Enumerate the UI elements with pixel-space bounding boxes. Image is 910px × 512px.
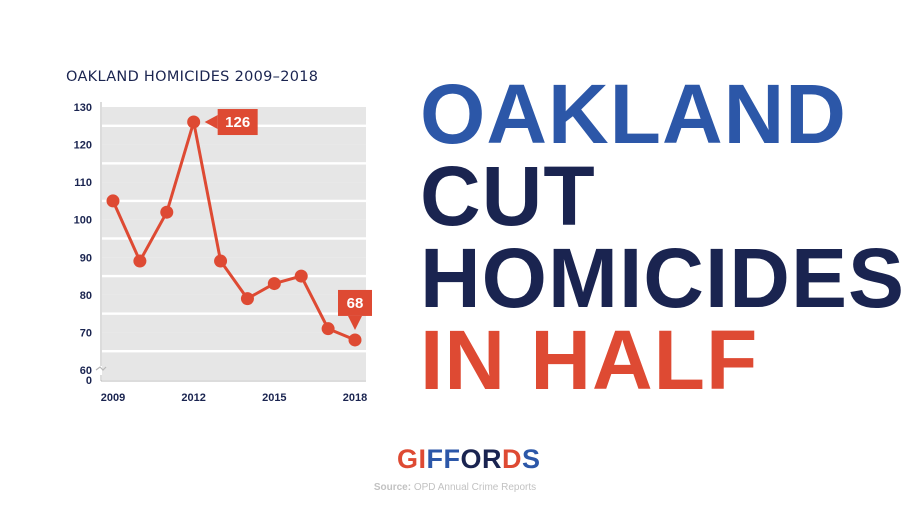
grid-stripe — [102, 274, 366, 278]
y-tick-label: 110 — [74, 177, 92, 189]
grid-bands — [102, 107, 366, 380]
grid-band-break — [102, 370, 366, 380]
callout-pointer — [204, 115, 218, 130]
source-text: OPD Annual Crime Reports — [411, 482, 537, 493]
data-point — [240, 292, 254, 306]
source-note: Source: OPD Annual Crime Reports — [0, 482, 910, 493]
x-tick-label: 2009 — [101, 392, 125, 404]
chart-title: OAKLAND HOMICIDES 2009–2018 — [66, 69, 319, 85]
callout-box — [217, 109, 258, 136]
x-tick-label: 2012 — [181, 392, 205, 404]
data-point — [321, 322, 335, 336]
headline-line-4: IN HALF — [420, 313, 759, 407]
y-tick-label: 120 — [74, 140, 92, 152]
y-tick-label: 70 — [80, 327, 92, 339]
grid-stripe — [102, 350, 366, 353]
logo-letter: D — [502, 444, 523, 474]
grid-stripe — [102, 199, 366, 203]
axis-break-mark — [95, 366, 107, 371]
logo-letter: F — [443, 444, 461, 474]
series-line — [111, 120, 356, 342]
y-tick-label: 90 — [80, 252, 92, 264]
data-point — [187, 115, 201, 129]
y-tick-label: 100 — [74, 215, 92, 227]
logo-letter: I — [418, 444, 427, 474]
data-point — [214, 254, 228, 268]
logo-letter: O — [460, 444, 483, 474]
series-line-group — [111, 120, 356, 342]
logo-letter: S — [522, 444, 541, 474]
y-tick-label-zero: 0 — [86, 375, 92, 387]
logo-letter: G — [397, 444, 419, 474]
callout-box — [338, 289, 372, 316]
headline-line-3: HOMICIDES — [420, 231, 906, 325]
axis-lines — [95, 102, 366, 382]
grid-stripe — [102, 237, 366, 240]
callout-label: 68 — [347, 295, 364, 312]
y-tick-label: 80 — [80, 290, 92, 302]
grid-stripe — [102, 312, 366, 315]
x-axis-ticks: 2009 2012 2015 2018 — [101, 392, 367, 404]
grid-stripe — [102, 162, 366, 165]
logo-letter: R — [482, 444, 503, 474]
data-point — [348, 333, 362, 347]
callout-label: 126 — [225, 114, 250, 131]
y-tick-label: 130 — [74, 102, 92, 114]
giffords-logo: GIFFORDS — [397, 444, 541, 475]
headline-line-2: CUT — [420, 149, 596, 243]
data-point — [106, 194, 120, 208]
data-point — [160, 205, 174, 219]
headline-line-1: OAKLAND — [420, 67, 847, 161]
logo-letter: F — [426, 444, 444, 474]
data-point — [294, 269, 308, 283]
data-point — [267, 277, 281, 291]
x-tick-label: 2015 — [262, 392, 286, 404]
x-tick-label: 2018 — [343, 392, 367, 404]
source-label: Source: — [373, 482, 412, 493]
data-point — [133, 254, 147, 268]
callout-pointer — [348, 315, 362, 330]
callouts-group: 126 68 — [204, 109, 372, 330]
y-axis-ticks: 130 120 110 100 90 80 70 600 — [74, 102, 92, 387]
data-points-group — [106, 115, 362, 347]
y-tick-label: 60 — [80, 365, 92, 377]
homicides-line-chart: 130 120 110 100 90 80 70 600 2009 2012 2015 2018 1… — [74, 102, 372, 404]
